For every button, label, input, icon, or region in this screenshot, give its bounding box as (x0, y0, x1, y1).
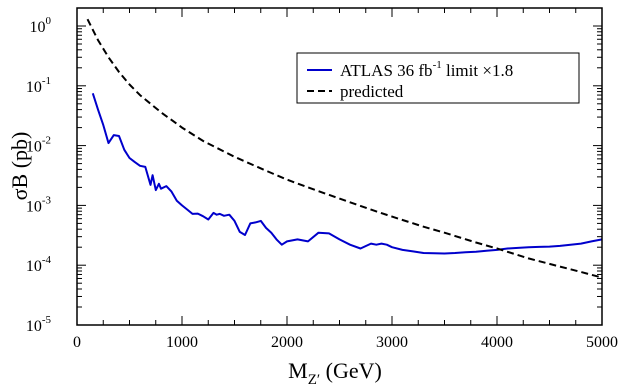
ticks-layer: 0 1000 2000 3000 4000 5000 100 10-1 10-2 10-3 10-4… (26, 7, 618, 351)
x-tick-label: 1000 (166, 334, 198, 351)
y-tick-label: 10-2 (26, 135, 51, 156)
plot-frame (76, 7, 603, 326)
x-tick-label: 5000 (586, 334, 618, 351)
y-tick-label: 10-4 (26, 254, 52, 275)
x-tick-label: 2000 (271, 334, 303, 351)
series-line-limit (91, 92, 603, 255)
legend: ATLAS 36 fb-1 limit ×1.8 predicted (296, 52, 580, 104)
legend-box (296, 52, 580, 104)
x-tick-label: 0 (73, 334, 81, 351)
y-axis-label: σB (pb) (7, 132, 32, 201)
x-tick-label: 4000 (481, 334, 513, 351)
y-tick-label: 10-3 (26, 194, 52, 215)
series-line-predicted (86, 18, 603, 279)
x-axis-label: MZ′ (GeV) (288, 358, 382, 385)
y-tick-label: 100 (30, 15, 52, 36)
legend-label-predicted: predicted (340, 82, 404, 101)
series-layer (86, 18, 603, 279)
y-tick-label: 10-5 (26, 314, 52, 335)
legend-label-limit: ATLAS 36 fb-1 limit ×1.8 (340, 59, 513, 80)
x-tick-label: 3000 (376, 334, 408, 351)
y-tick-label: 10-1 (26, 75, 51, 96)
